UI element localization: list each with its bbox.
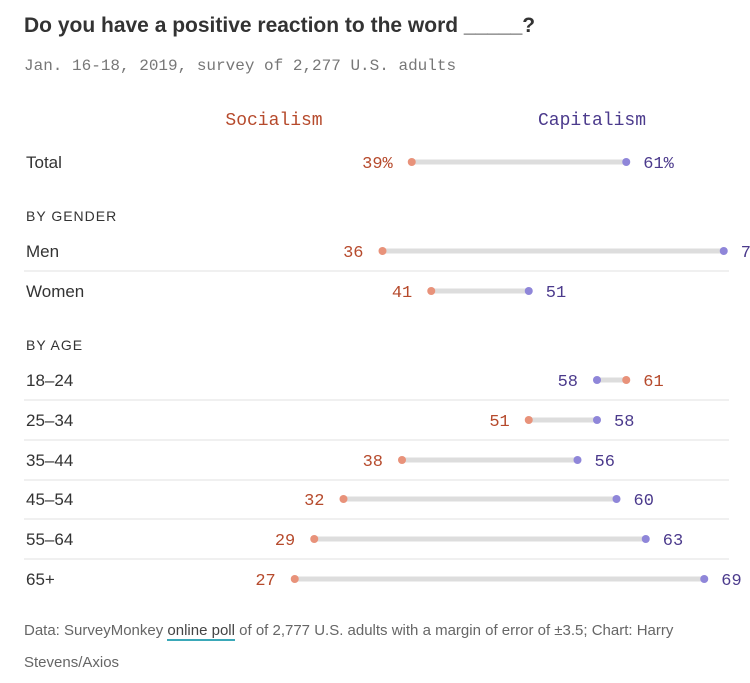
row-label: 55–64	[26, 530, 73, 549]
socialism-dot	[427, 287, 436, 295]
capitalism-value-label: 58	[558, 373, 578, 392]
row-label: 45–54	[26, 490, 73, 509]
capitalism-value-label: 56	[595, 453, 615, 472]
socialism-value-label: 38	[363, 453, 383, 472]
socialism-dot	[378, 247, 387, 255]
socialism-dot	[398, 456, 406, 464]
capitalism-dot	[622, 158, 631, 166]
socialism-value-label: 61	[643, 373, 663, 392]
chart-subtitle: Jan. 16-18, 2019, survey of 2,277 U.S. a…	[24, 57, 457, 75]
socialism-value-label: 36	[343, 244, 363, 263]
capitalism-dot	[641, 535, 650, 543]
group-header: BY AGE	[26, 337, 83, 353]
capitalism-value-label: 69	[721, 572, 741, 591]
capitalism-dot	[719, 247, 728, 255]
capitalism-value-label: 71	[741, 244, 750, 263]
socialism-dot	[524, 416, 533, 424]
socialism-value-label: 29	[275, 532, 295, 551]
capitalism-dot	[593, 416, 601, 424]
socialism-value-label: 32	[304, 492, 324, 511]
socialism-dot	[622, 376, 631, 384]
legend-capitalism: Capitalism	[538, 111, 646, 131]
row-label: Total	[26, 153, 62, 172]
capitalism-value-label: 58	[614, 413, 634, 432]
capitalism-value-label: 61%	[643, 155, 674, 174]
capitalism-value-label: 63	[663, 532, 683, 551]
dot-range-chart: Socialism Capitalism Total 39% 61% BY GENDER M…	[24, 111, 750, 591]
capitalism-value-label: 60	[634, 492, 654, 511]
capitalism-dot	[593, 376, 601, 384]
capitalism-dot	[700, 575, 709, 583]
socialism-dot	[290, 575, 299, 583]
capitalism-value-label: 51	[546, 284, 566, 303]
chart-title: Do you have a positive reaction to the w…	[24, 14, 536, 37]
group-header: BY GENDER	[26, 208, 117, 224]
footer-source-text: Data: SurveyMonkey	[24, 622, 168, 639]
socialism-value-label: 51	[489, 413, 509, 432]
capitalism-dot	[524, 287, 533, 295]
row-label: 18–24	[26, 371, 73, 390]
row-label: Women	[26, 282, 84, 301]
chart-footer: Data: SurveyMonkey online poll of of 2,7…	[24, 615, 729, 679]
socialism-value-label: 27	[255, 572, 275, 591]
row-label: 25–34	[26, 411, 73, 430]
online-poll-link[interactable]: online poll	[167, 622, 235, 641]
socialism-dot	[310, 535, 319, 543]
capitalism-dot	[573, 456, 582, 464]
socialism-dot	[339, 495, 348, 503]
footer-credit-text: of of 2,777 U.S. adults with a margin of…	[24, 622, 674, 671]
row-label: 35–44	[26, 451, 73, 470]
capitalism-dot	[612, 495, 621, 503]
legend-socialism: Socialism	[225, 111, 322, 131]
socialism-value-label: 41	[392, 284, 412, 303]
socialism-dot	[407, 158, 416, 166]
row-label: 65+	[26, 570, 55, 589]
row-label: Men	[26, 242, 59, 261]
socialism-value-label: 39%	[362, 155, 393, 174]
